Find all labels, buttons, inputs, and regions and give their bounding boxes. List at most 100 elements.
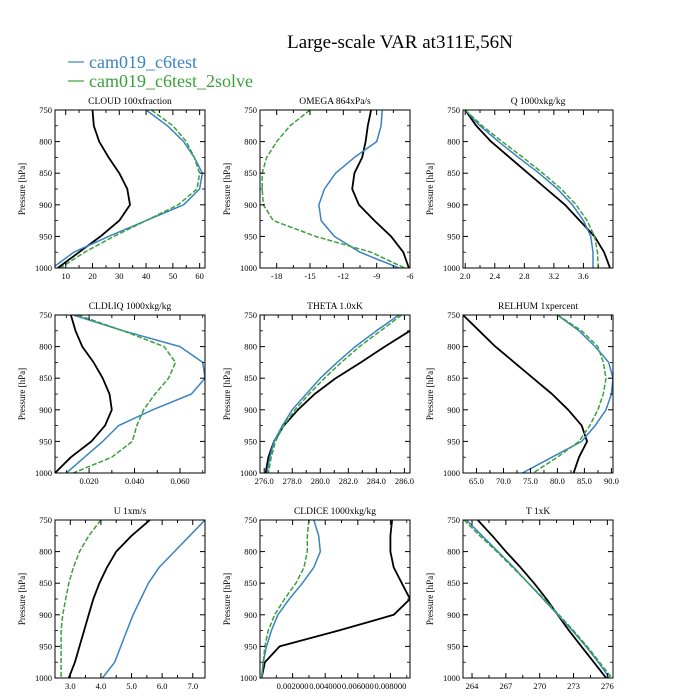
y-tick-label: 800 (39, 342, 52, 352)
x-tick-label: 75.0 (523, 476, 538, 486)
y-tick-label: 900 (447, 610, 460, 620)
x-tick-label: 30 (115, 271, 124, 281)
y-axis-label: Pressure [hPa] (17, 573, 27, 625)
y-tick-label: 750 (39, 310, 52, 320)
series-c6test_2solve-line (267, 315, 403, 473)
y-tick-label: 850 (447, 373, 460, 383)
series-c6test-line (464, 110, 594, 268)
y-tick-label: 850 (39, 578, 52, 588)
series-c6test_2solve-line (60, 520, 102, 678)
y-tick-label: 950 (447, 436, 460, 446)
panel-6: U 1xm/s Pressure [hPa] 750 800 850 900 950 1000… (17, 507, 206, 691)
x-tick-label: 6.0 (157, 681, 168, 691)
y-tick-label: 850 (244, 168, 257, 178)
y-tick-label: 1000 (443, 263, 460, 273)
y-tick-label: 850 (447, 168, 460, 178)
y-axis-label: Pressure [hPa] (425, 573, 435, 625)
y-tick-label: 1000 (240, 673, 257, 683)
x-tick-label: 278.0 (283, 476, 302, 486)
x-tick-label: 3.2 (549, 271, 560, 281)
y-tick-label: 800 (447, 137, 460, 147)
legend-label-c6test: cam019_c6test (89, 52, 197, 72)
y-tick-label: 950 (39, 231, 52, 241)
x-tick-label: 0.060 (170, 476, 189, 486)
x-tick-label: 0.040 (125, 476, 144, 486)
plot-frame (462, 109, 614, 269)
y-tick-label: 950 (447, 231, 460, 241)
y-tick-label: 900 (244, 610, 257, 620)
y-tick-label: 950 (39, 641, 52, 651)
x-tick-label: -6 (406, 271, 413, 281)
y-axis-label: Pressure [hPa] (17, 368, 27, 420)
x-tick-label: 40 (142, 271, 151, 281)
x-tick-label: -9 (373, 271, 380, 281)
x-tick-label: 280.0 (311, 476, 330, 486)
y-tick-label: 900 (244, 200, 257, 210)
panel-8: T 1xK Pressure [hPa] 750 800 850 900 950 1000 26… (425, 507, 614, 691)
series-c6test-line (465, 520, 611, 678)
plot-frame (462, 314, 614, 474)
y-tick-label: 750 (447, 515, 460, 525)
x-tick-label: -18 (271, 271, 282, 281)
series-control-line (57, 110, 131, 268)
plot-frame (54, 314, 206, 474)
x-tick-label: 276.0 (255, 476, 274, 486)
x-tick-label: 7.0 (187, 681, 198, 691)
panel-title: T 1xK (526, 507, 551, 517)
series-c6test-line (101, 520, 205, 678)
plot-frame (259, 314, 411, 474)
x-tick-label: 286.0 (395, 476, 414, 486)
legend-label-c6test-2solve: cam019_c6test_2solve (89, 71, 253, 91)
series-control-line (55, 315, 113, 473)
series-c6test_2solve-line (464, 110, 599, 268)
series-c6test_2solve-line (260, 520, 310, 678)
x-tick-label: 0.008000 (374, 681, 406, 691)
y-tick-label: 950 (244, 436, 257, 446)
x-tick-label: 3.0 (65, 681, 76, 691)
x-tick-label: 0.006000 (342, 681, 374, 691)
y-tick-label: 750 (447, 310, 460, 320)
x-tick-label: 90.0 (604, 476, 619, 486)
plot-frame (54, 109, 206, 269)
y-tick-label: 800 (244, 137, 257, 147)
series-c6test-line (318, 110, 400, 268)
panel-title: CLOUD 100xfraction (88, 96, 172, 107)
x-tick-label: 0.004000 (309, 681, 341, 691)
y-tick-label: 750 (244, 105, 257, 115)
x-tick-label: 4.0 (96, 681, 107, 691)
y-tick-label: 900 (39, 610, 52, 620)
x-tick-label: 276 (601, 681, 614, 691)
legend: cam019_c6test cam019_c6test_2solve (68, 52, 253, 91)
y-tick-label: 800 (447, 342, 460, 352)
y-axis-label: Pressure [hPa] (425, 163, 435, 215)
series-c6test_2solve-line (463, 520, 613, 678)
y-axis-label: Pressure [hPa] (222, 368, 232, 420)
series-control-line (351, 110, 410, 268)
series-control-line (477, 520, 607, 678)
y-tick-label: 850 (447, 578, 460, 588)
series-c6test_2solve-line (59, 110, 201, 268)
y-tick-label: 750 (39, 515, 52, 525)
panel-1: OMEGA 864xPa/s Pressure [hPa] 750 800 850 900… (222, 97, 414, 281)
y-tick-label: 950 (244, 641, 257, 651)
y-tick-label: 950 (244, 231, 257, 241)
panel-2: Q 1000xkg/kg Pressure [hPa] 750 800 850 900 95… (425, 97, 614, 281)
y-axis-label: Pressure [hPa] (222, 163, 232, 215)
panel-title: RELHUM 1xpercent (498, 302, 578, 312)
y-tick-label: 800 (447, 547, 460, 557)
y-axis-label: Pressure [hPa] (222, 573, 232, 625)
y-tick-label: 900 (39, 405, 52, 415)
panel-5: RELHUM 1xpercent Pressure [hPa] 750 800 850 9… (425, 302, 619, 486)
y-tick-label: 750 (39, 105, 52, 115)
panel-title: THETA 1.0xK (307, 302, 363, 312)
x-tick-label: 50 (169, 271, 178, 281)
y-tick-label: 800 (244, 547, 257, 557)
y-tick-label: 900 (447, 405, 460, 415)
x-tick-label: 2.0 (460, 271, 471, 281)
x-tick-label: 65.0 (469, 476, 484, 486)
panel-title: CLDICE 1000xkg/kg (294, 507, 376, 517)
x-tick-label: 80.0 (550, 476, 565, 486)
y-tick-label: 950 (447, 641, 460, 651)
x-tick-label: -12 (338, 271, 349, 281)
